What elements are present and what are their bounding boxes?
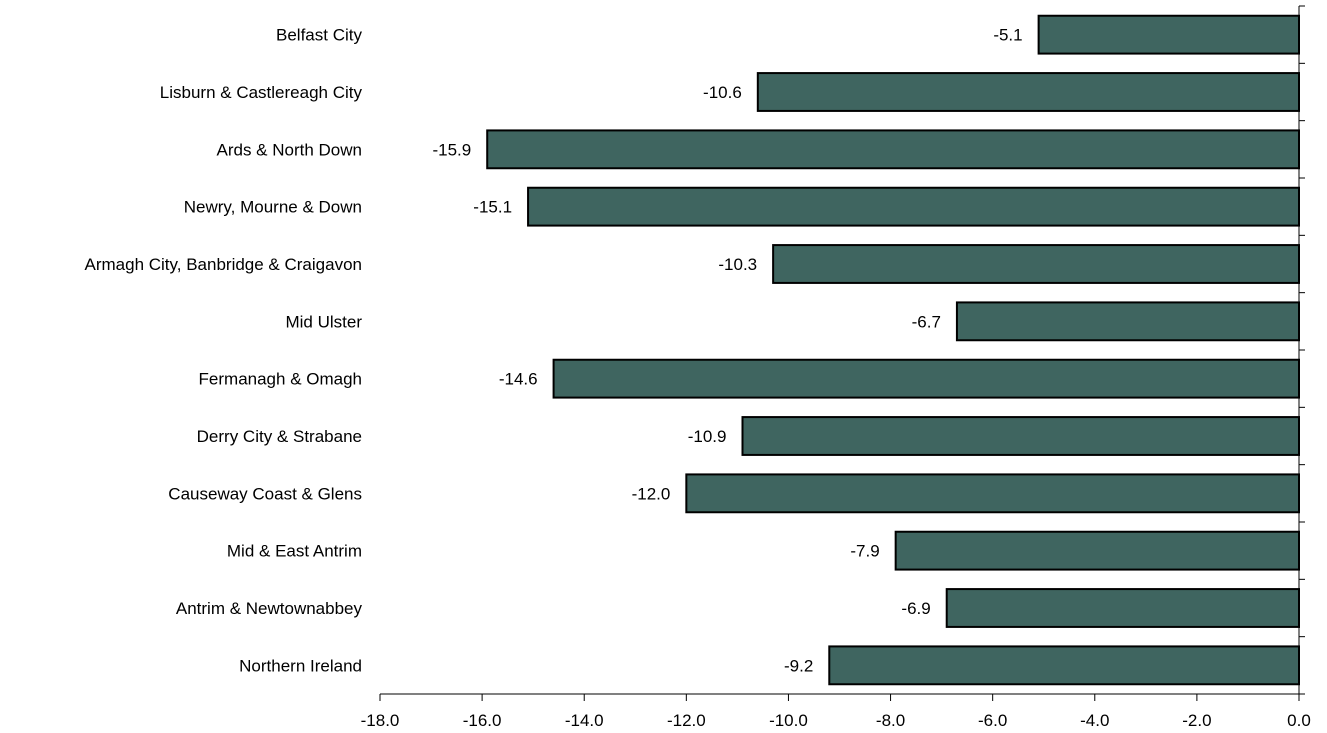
value-label: -6.9 — [901, 599, 930, 618]
value-label: -7.9 — [850, 542, 879, 561]
bar — [955, 301, 1301, 342]
bar — [772, 244, 1300, 284]
category-label: Derry City & Strabane — [197, 427, 362, 446]
bar — [527, 186, 1300, 227]
x-tick-label: -2.0 — [1182, 711, 1211, 730]
x-tick-label: -4.0 — [1080, 711, 1109, 730]
x-tick-label: -16.0 — [463, 711, 502, 730]
value-label: -10.3 — [718, 255, 757, 274]
value-label: -15.9 — [432, 140, 471, 159]
x-tick-label: -10.0 — [769, 711, 808, 730]
bar — [552, 358, 1300, 399]
value-label: -14.6 — [499, 370, 538, 389]
bars-layer — [486, 14, 1301, 686]
bar — [894, 530, 1301, 571]
bar — [486, 129, 1300, 170]
value-label: -15.1 — [473, 198, 512, 217]
x-tick-label: -12.0 — [667, 711, 706, 730]
category-label: Lisburn & Castlereagh City — [160, 83, 363, 102]
category-label: Fermanagh & Omagh — [199, 370, 362, 389]
bar — [756, 72, 1300, 112]
bar — [945, 588, 1300, 628]
x-tick-label: -8.0 — [876, 711, 905, 730]
category-label: Northern Ireland — [239, 656, 362, 675]
category-label: Mid Ulster — [285, 312, 362, 331]
category-label: Causeway Coast & Glens — [168, 484, 362, 503]
x-tick-label: -6.0 — [978, 711, 1007, 730]
x-tick-label: -14.0 — [565, 711, 604, 730]
category-label: Mid & East Antrim — [227, 542, 362, 561]
category-label: Ards & North Down — [217, 140, 363, 159]
labels-layer: Belfast City -5.1 Lisburn & Castlereagh Ci… — [85, 26, 1023, 676]
axis-layer: -18.0 -16.0 -14.0 -12.0 -10.0 -8.0 -6.0 -4.0 -2.… — [361, 5, 1311, 730]
value-label: -9.2 — [784, 656, 813, 675]
category-label: Antrim & Newtownabbey — [176, 599, 363, 618]
category-label: Armagh City, Banbridge & Craigavon — [85, 255, 363, 274]
bar — [741, 416, 1300, 456]
bar — [828, 645, 1300, 686]
value-label: -12.0 — [632, 484, 671, 503]
value-label: -6.7 — [912, 312, 941, 331]
value-label: -10.6 — [703, 83, 742, 102]
category-label: Belfast City — [276, 26, 362, 45]
x-tick-label: -18.0 — [361, 711, 400, 730]
bar — [1037, 14, 1301, 55]
value-label: -5.1 — [993, 26, 1022, 45]
value-label: -10.9 — [688, 427, 727, 446]
bar — [685, 473, 1300, 514]
x-tick-label: 0.0 — [1287, 711, 1311, 730]
category-label: Newry, Mourne & Down — [184, 198, 362, 217]
